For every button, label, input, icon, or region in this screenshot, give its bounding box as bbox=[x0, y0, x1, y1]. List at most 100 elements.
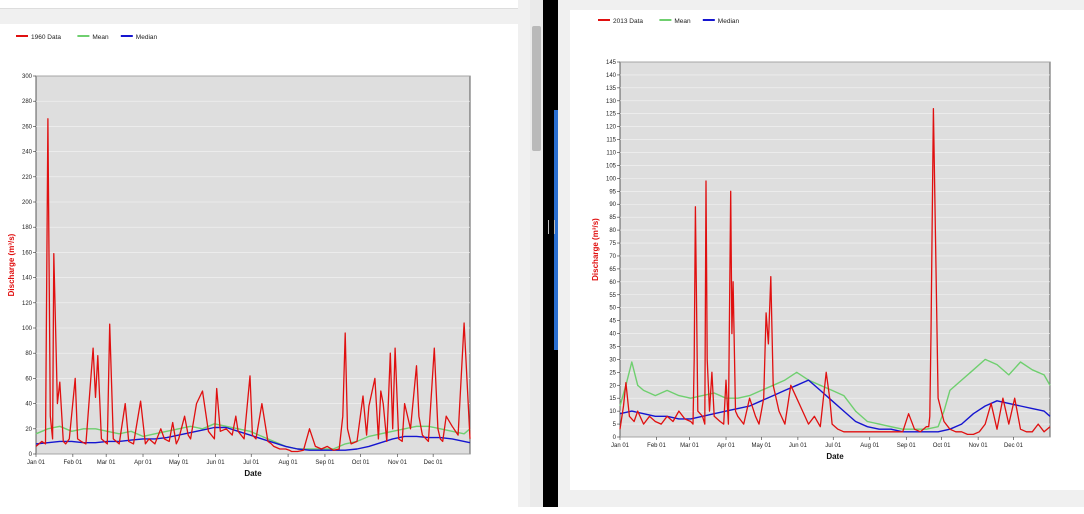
drag-handle-icon[interactable] bbox=[548, 220, 555, 234]
divider-highlight bbox=[554, 110, 558, 350]
x-tick-label: Feb 01 bbox=[647, 443, 666, 449]
legend-label: 2013 Data bbox=[613, 18, 643, 25]
series-line-1960-data bbox=[35, 118, 471, 453]
y-tick-label: 60 bbox=[609, 280, 616, 286]
x-tick-label: Oct 01 bbox=[352, 460, 370, 466]
left-panel: 1960 Data Mean Median 0 20 40 60 80 100 120 140 160… bbox=[0, 0, 530, 507]
legend-label: 1960 Data bbox=[31, 34, 61, 41]
y-tick-label: 125 bbox=[606, 112, 617, 118]
y-tick-label: 240 bbox=[22, 150, 33, 156]
x-tick-label: Aug 01 bbox=[279, 460, 299, 466]
x-tick-label: May 01 bbox=[752, 443, 772, 449]
legend-label: Mean bbox=[92, 34, 109, 41]
series-line-mean bbox=[619, 358, 1051, 430]
y-tick-label: 120 bbox=[606, 125, 617, 131]
y-tick-label: 25 bbox=[609, 370, 616, 376]
y-tick-label: 140 bbox=[606, 73, 617, 79]
y-tick-label: 50 bbox=[609, 306, 616, 312]
y-tick-label: 115 bbox=[606, 138, 616, 144]
y-axis-title: Discharge (m³/s) bbox=[591, 218, 600, 281]
y-tick-label: 140 bbox=[22, 276, 33, 282]
x-tick-label: Jan 01 bbox=[27, 460, 46, 466]
plot-area bbox=[35, 75, 471, 455]
x-tick-label: Aug 01 bbox=[860, 443, 880, 449]
y-tick-label: 220 bbox=[22, 175, 33, 181]
x-axis: Jan 01 Feb 01 Mar 01 Apr 01 May 01 Jun 01 Jul … bbox=[27, 454, 443, 466]
y-tick-label: 45 bbox=[609, 319, 616, 325]
y-tick-label: 100 bbox=[606, 176, 617, 182]
y-tick-label: 65 bbox=[609, 267, 616, 273]
y-tick-label: 60 bbox=[25, 376, 32, 382]
y-tick-label: 40 bbox=[25, 402, 32, 408]
right-panel: 2013 Data Mean Median 0 5 10 15 20 25 30 35 40 45 50 5… bbox=[558, 0, 1084, 507]
y-axis: 0 20 40 60 80 100 120 140 160 180 200 220 240 260 280 3… bbox=[22, 74, 470, 458]
x-tick-label: Jul 01 bbox=[243, 460, 260, 466]
y-tick-label: 145 bbox=[606, 60, 617, 66]
chart-2013: 2013 Data Mean Median 0 5 10 15 20 25 30 35 40 45 50 5… bbox=[591, 18, 1051, 461]
y-tick-label: 260 bbox=[22, 124, 33, 130]
y-tick-label: 90 bbox=[609, 202, 616, 208]
legend: 1960 Data Mean Median bbox=[16, 34, 158, 41]
y-tick-label: 110 bbox=[606, 151, 616, 157]
x-tick-label: Mar 01 bbox=[680, 443, 699, 449]
scrollbar-thumb[interactable] bbox=[532, 26, 541, 151]
y-tick-label: 130 bbox=[606, 99, 617, 105]
x-tick-label: May 01 bbox=[169, 460, 189, 466]
y-tick-label: 0 bbox=[29, 452, 33, 458]
y-tick-label: 20 bbox=[609, 383, 616, 389]
y-tick-label: 180 bbox=[22, 225, 33, 231]
x-tick-label: Mar 01 bbox=[97, 460, 116, 466]
x-tick-label: Sep 01 bbox=[315, 460, 335, 466]
y-tick-label: 35 bbox=[609, 344, 616, 350]
y-tick-label: 95 bbox=[609, 189, 616, 195]
panel-divider[interactable] bbox=[543, 0, 558, 507]
y-tick-label: 300 bbox=[22, 74, 33, 80]
y-tick-label: 55 bbox=[609, 293, 616, 299]
y-tick-label: 280 bbox=[22, 99, 33, 105]
chart-1960: 1960 Data Mean Median 0 20 40 60 80 100 120 140 160… bbox=[7, 34, 471, 478]
y-tick-label: 5 bbox=[613, 422, 617, 428]
x-tick-label: Dec 01 bbox=[1004, 443, 1024, 449]
x-axis-title: Date bbox=[244, 469, 262, 478]
legend-label: Median bbox=[718, 18, 740, 25]
y-tick-label: 80 bbox=[25, 351, 32, 357]
legend: 2013 Data Mean Median bbox=[598, 18, 740, 25]
legend-label: Median bbox=[136, 34, 158, 41]
legend-label: Mean bbox=[674, 18, 691, 25]
y-tick-label: 200 bbox=[22, 200, 33, 206]
x-tick-label: Jun 01 bbox=[789, 443, 808, 449]
y-tick-label: 15 bbox=[609, 396, 616, 402]
x-tick-label: Nov 01 bbox=[388, 460, 408, 466]
y-tick-label: 160 bbox=[22, 250, 33, 256]
x-tick-label: Jun 01 bbox=[207, 460, 226, 466]
x-tick-label: Nov 01 bbox=[969, 443, 989, 449]
plot-area bbox=[619, 61, 1051, 438]
y-tick-label: 75 bbox=[609, 241, 616, 247]
series-line-2013-data bbox=[619, 107, 1051, 436]
y-tick-label: 0 bbox=[613, 435, 617, 441]
x-tick-label: Feb 01 bbox=[64, 460, 83, 466]
y-tick-label: 105 bbox=[606, 163, 617, 169]
x-tick-label: Jul 01 bbox=[825, 443, 842, 449]
x-tick-label: Sep 01 bbox=[897, 443, 917, 449]
x-axis: Jan 01 Feb 01 Mar 01 Apr 01 May 01 Jun 01 Jul … bbox=[611, 437, 1024, 449]
x-tick-label: Oct 01 bbox=[933, 443, 951, 449]
x-axis-title: Date bbox=[826, 452, 844, 461]
x-tick-label: Jan 01 bbox=[611, 443, 630, 449]
y-tick-label: 120 bbox=[22, 301, 33, 307]
y-tick-label: 20 bbox=[25, 427, 32, 433]
x-tick-label: Apr 01 bbox=[134, 460, 152, 466]
x-tick-label: Dec 01 bbox=[424, 460, 444, 466]
top-bar bbox=[0, 0, 518, 9]
vertical-scrollbar[interactable] bbox=[530, 0, 543, 507]
y-tick-label: 30 bbox=[609, 357, 616, 363]
x-tick-label: Apr 01 bbox=[717, 443, 735, 449]
y-tick-label: 80 bbox=[609, 228, 616, 234]
y-tick-label: 100 bbox=[22, 326, 33, 332]
y-tick-label: 10 bbox=[609, 409, 616, 415]
y-tick-label: 135 bbox=[606, 86, 617, 92]
y-tick-label: 70 bbox=[609, 254, 616, 260]
y-tick-label: 85 bbox=[609, 215, 616, 221]
y-tick-label: 40 bbox=[609, 332, 616, 338]
y-axis-title: Discharge (m³/s) bbox=[7, 233, 16, 296]
